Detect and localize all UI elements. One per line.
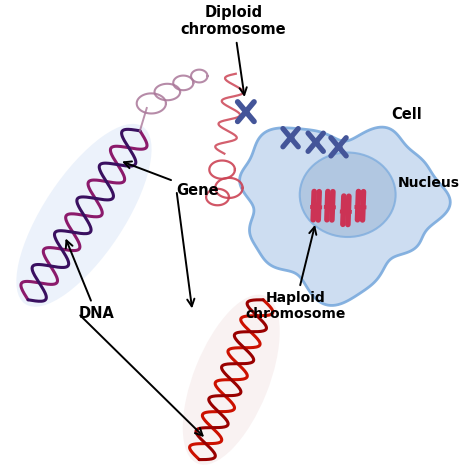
Text: Nucleus: Nucleus (398, 176, 460, 191)
Polygon shape (240, 127, 450, 305)
Text: Diploid
chromosome: Diploid chromosome (181, 5, 286, 95)
Text: DNA: DNA (66, 240, 114, 321)
Ellipse shape (183, 295, 280, 465)
Ellipse shape (16, 124, 152, 307)
Ellipse shape (300, 153, 396, 237)
Text: Cell: Cell (392, 107, 422, 122)
Text: Gene: Gene (124, 162, 219, 198)
Text: Haploid
chromosome: Haploid chromosome (245, 227, 346, 321)
